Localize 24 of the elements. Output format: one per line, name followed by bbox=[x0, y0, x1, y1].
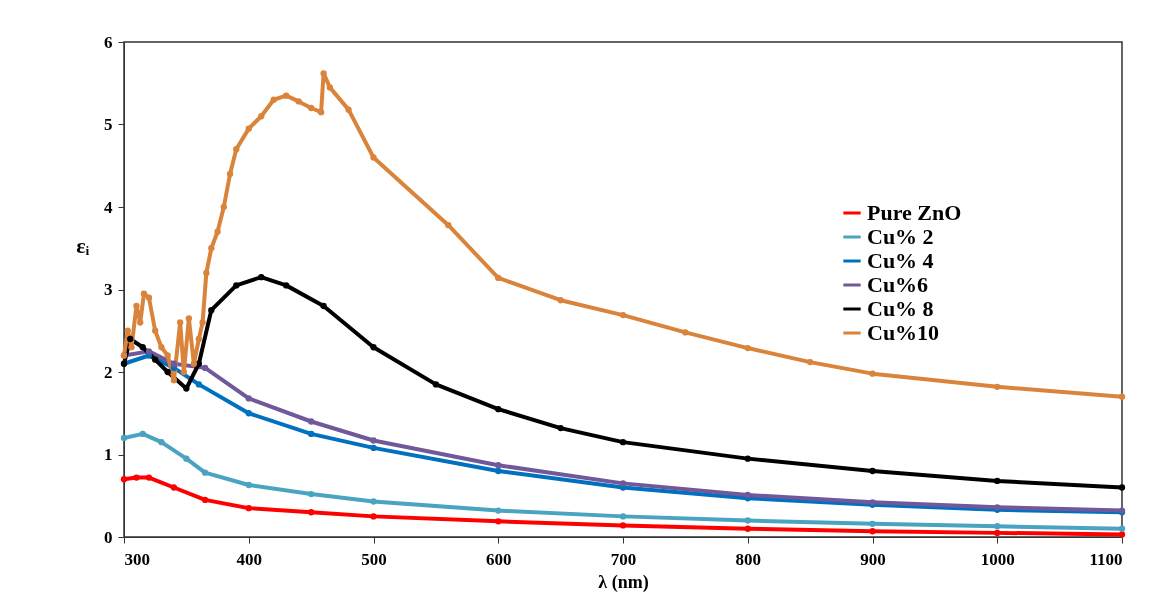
y-tick-label: 2 bbox=[104, 362, 113, 382]
y-tick-label: 4 bbox=[104, 197, 113, 217]
legend-label: Cu% 8 bbox=[867, 296, 934, 321]
legend-label: Cu%6 bbox=[867, 272, 929, 297]
x-tick-label: 900 bbox=[860, 549, 886, 569]
y-tick-label: 5 bbox=[104, 115, 113, 134]
x-tick-label: 500 bbox=[361, 549, 387, 569]
y-tick-label: 6 bbox=[104, 32, 113, 52]
y-tick-label: 3 bbox=[104, 280, 113, 299]
x-tick-label: 800 bbox=[735, 549, 761, 569]
x-axis-title: λ (nm) bbox=[598, 571, 649, 593]
y-tick-label: 1 bbox=[104, 445, 113, 464]
legend-label: Cu%10 bbox=[867, 320, 940, 345]
x-tick-label: 300 bbox=[124, 549, 150, 569]
x-tick-label: 600 bbox=[486, 549, 512, 569]
x-tick-label: 700 bbox=[610, 549, 637, 569]
y-tick-label: 0 bbox=[104, 527, 113, 547]
x-tick-label: 1000 bbox=[980, 549, 1015, 569]
x-tick-label: 1100 bbox=[1089, 549, 1123, 569]
legend-label: Pure ZnO bbox=[867, 200, 962, 225]
x-tick-label: 400 bbox=[236, 549, 262, 569]
legend-label: Cu% 4 bbox=[867, 248, 934, 273]
y-axis-title: εᵢ bbox=[76, 232, 90, 258]
legend-label: Cu% 2 bbox=[867, 224, 934, 249]
